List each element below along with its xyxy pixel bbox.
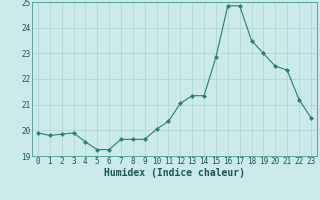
X-axis label: Humidex (Indice chaleur): Humidex (Indice chaleur) <box>104 168 245 178</box>
